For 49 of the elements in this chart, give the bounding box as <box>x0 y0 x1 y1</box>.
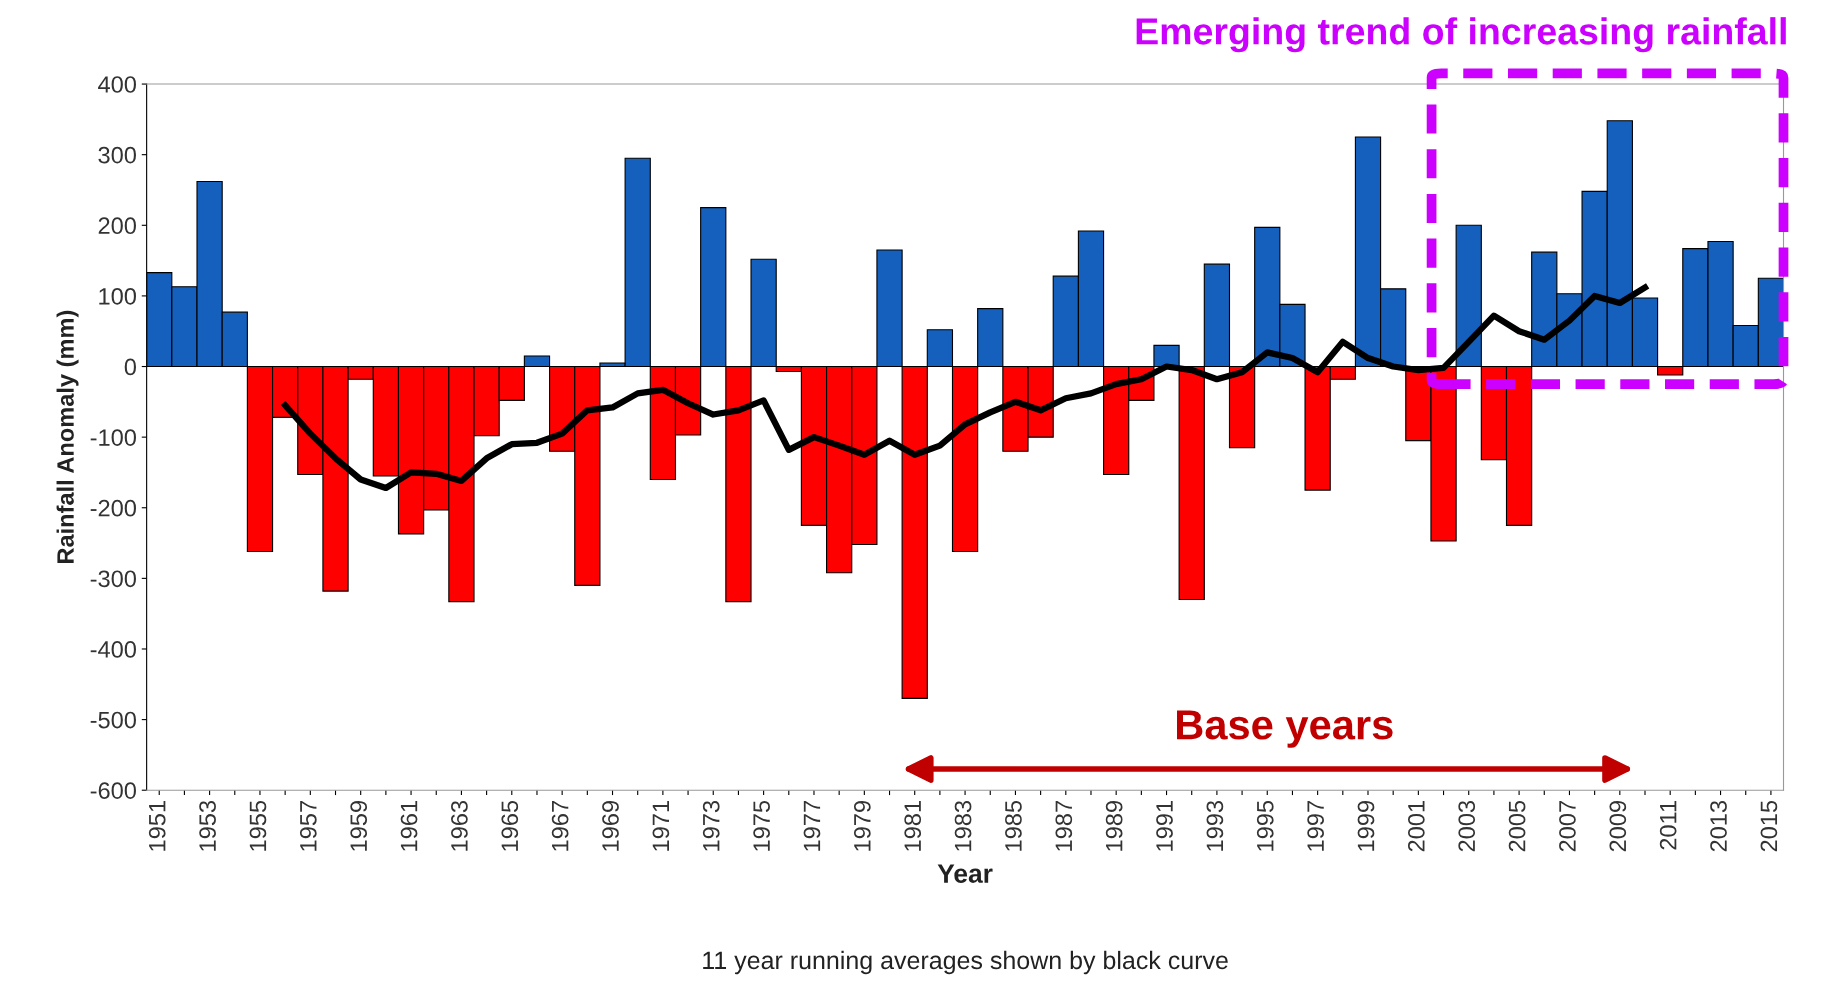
y-tick-label: -500 <box>90 711 136 729</box>
x-tick-label: 1993 <box>1206 800 1224 851</box>
x-tick-label: 1967 <box>551 801 569 851</box>
y-axis-title: Rainfall Anomaly (mm) <box>56 310 79 564</box>
x-tick-label: 1951 <box>148 801 166 851</box>
x-tick-label: 2011 <box>1659 801 1677 850</box>
text: 11 year running averages shown by black curve <box>703 950 1228 975</box>
x-tick-label: 1957 <box>299 801 317 851</box>
x-tick-label: 2015 <box>1760 800 1778 852</box>
x-tick-label: 1991 <box>1156 801 1173 851</box>
x-tick-label: 1997 <box>1307 801 1324 851</box>
x-tick-label: 1971 <box>652 801 670 851</box>
y-tick-label: -300 <box>90 570 136 588</box>
x-tick-label: 2013 <box>1710 800 1727 852</box>
y-tick-label: 100 <box>99 287 136 305</box>
x-tick-label: 1975 <box>753 800 770 851</box>
y-tick-label: 300 <box>98 146 136 164</box>
text: Emerging trend of increasing rainfall <box>1136 17 1786 53</box>
x-tick-label: 1985 <box>1005 800 1022 851</box>
y-tick-label: -200 <box>90 499 136 517</box>
x-tick-label: 1989 <box>1105 801 1123 851</box>
x-tick-label: 1983 <box>954 800 972 851</box>
x-tick-label: 1981 <box>904 801 922 851</box>
y-tick-label: 200 <box>98 217 136 235</box>
y-tick-label: -600 <box>90 782 136 799</box>
x-tick-label: 1953 <box>199 800 216 851</box>
y-tick-label: -400 <box>90 641 136 658</box>
x-tick-label: 1955 <box>249 800 267 851</box>
x-tick-label: 1979 <box>853 801 871 851</box>
annotation: Base years <box>1177 710 1393 748</box>
x-tick-label: 2009 <box>1609 801 1627 852</box>
x-tick-label: 1987 <box>1055 801 1073 851</box>
x-tick-label: 1959 <box>350 801 368 851</box>
x-tick-label: 1965 <box>501 800 519 851</box>
x-tick-label: 1969 <box>602 801 619 851</box>
x-tick-label: 1977 <box>803 801 821 851</box>
x-tick-label: 1995 <box>1256 800 1274 851</box>
x-tick-label: 1973 <box>702 800 720 851</box>
x-tick-label: 2001 <box>1407 801 1425 852</box>
x-tick-label: 1963 <box>451 800 468 851</box>
x-tick-label: 2005 <box>1508 800 1526 852</box>
y-tick-label: 0 <box>124 358 136 376</box>
y-tick-label: -100 <box>90 429 136 446</box>
y-tick-label: 400 <box>98 76 136 93</box>
x-axis-title: Year <box>937 864 993 883</box>
x-tick-label: 1961 <box>400 801 418 851</box>
x-tick-label: 1999 <box>1357 801 1375 851</box>
x-tick-label: 2003 <box>1458 800 1476 852</box>
x-tick-label: 2007 <box>1559 801 1576 852</box>
